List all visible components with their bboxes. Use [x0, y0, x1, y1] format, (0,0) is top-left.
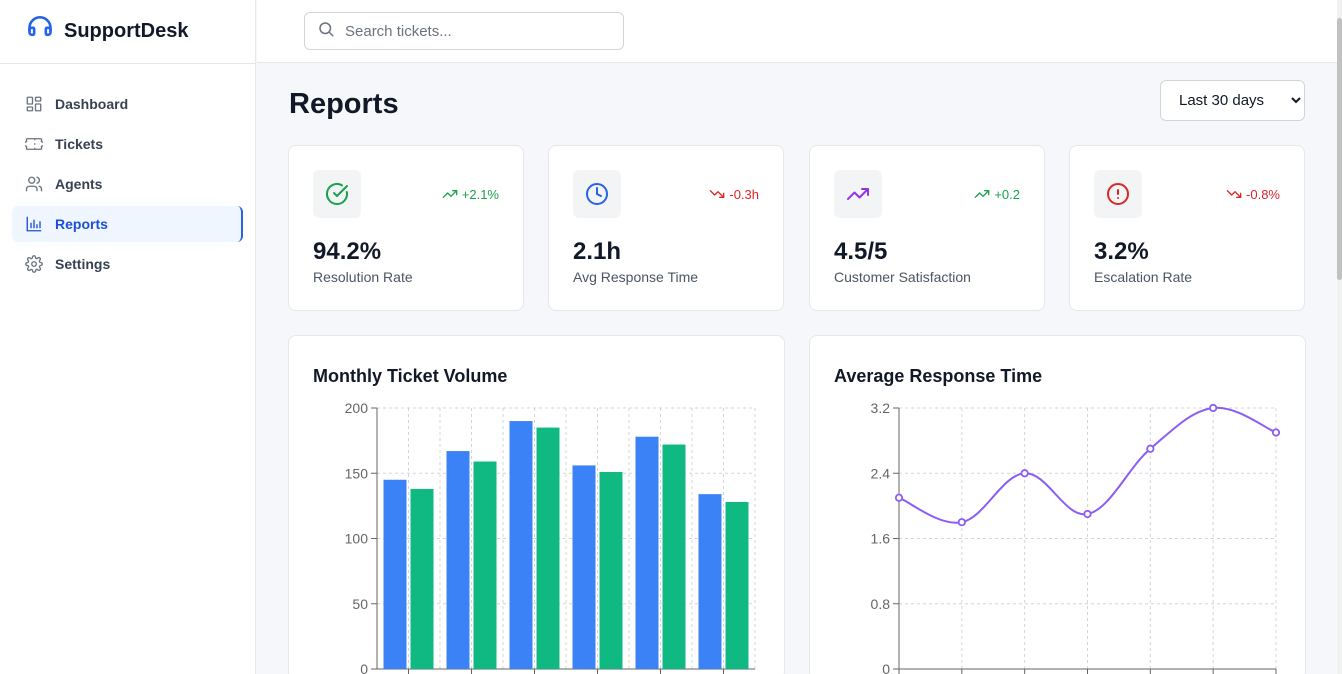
- grid-icon: [24, 94, 44, 114]
- y-tick-label: 0: [360, 661, 368, 674]
- bar: [698, 494, 722, 669]
- search-icon: [317, 20, 335, 43]
- bar: [509, 421, 533, 669]
- trending-down-icon: [1226, 190, 1242, 198]
- sidebar-item-label: Settings: [55, 256, 111, 272]
- sidebar-item-agents[interactable]: Agents: [12, 166, 243, 202]
- ticket-icon: [24, 134, 44, 154]
- chart-title: Average Response Time: [834, 366, 1043, 386]
- bar: [725, 501, 749, 669]
- y-tick-label: 0: [882, 661, 890, 674]
- data-point: [1146, 444, 1155, 453]
- stat-trend: +0.2: [974, 186, 1020, 202]
- y-tick-label: 0.8: [871, 596, 891, 612]
- y-tick-label: 50: [352, 596, 368, 612]
- stat-card-avg-response-time: -0.3h 2.1h Avg Response Time: [548, 145, 784, 311]
- sidebar-item-dashboard[interactable]: Dashboard: [12, 86, 243, 122]
- main-content: Reports Last 30 days +2.1% 94.2% Resolut…: [257, 64, 1337, 674]
- trending-down-icon: [710, 190, 725, 198]
- y-tick-label: 100: [345, 531, 369, 547]
- line-chart: 0 0.8 1.6 2.4 3.2: [871, 400, 1281, 674]
- scrollbar[interactable]: [1337, 0, 1342, 674]
- brand[interactable]: SupportDesk: [0, 0, 255, 64]
- clock-icon: [573, 170, 621, 218]
- trending-up-icon: [442, 190, 458, 198]
- y-tick-label: 2.4: [871, 465, 891, 481]
- sidebar: SupportDesk Dashboard Tickets Agents Rep…: [0, 0, 256, 674]
- bar: [536, 427, 560, 669]
- stat-label: Escalation Rate: [1094, 269, 1193, 285]
- stat-value: 2.1h: [573, 238, 622, 265]
- stat-trend-value: +2.1%: [461, 186, 499, 202]
- bar: [572, 465, 596, 669]
- gear-icon: [24, 254, 44, 274]
- check-circle-icon: [313, 170, 361, 218]
- sidebar-item-reports[interactable]: Reports: [12, 206, 243, 242]
- stat-trend-value: -0.8%: [1246, 186, 1280, 202]
- bar: [473, 461, 497, 669]
- stat-trend: -0.8%: [1226, 186, 1280, 202]
- y-tick-label: 150: [345, 465, 369, 481]
- bar: [662, 444, 686, 669]
- data-point: [1020, 469, 1029, 478]
- y-tick-label: 200: [345, 400, 369, 416]
- sidebar-item-label: Dashboard: [55, 96, 129, 112]
- bar: [410, 488, 434, 669]
- sidebar-item-settings[interactable]: Settings: [12, 246, 243, 282]
- date-range-select[interactable]: Last 30 days: [1160, 80, 1305, 121]
- y-tick-label: 3.2: [871, 400, 891, 416]
- users-icon: [24, 174, 44, 194]
- bar: [383, 479, 407, 669]
- headset-icon: [26, 15, 54, 48]
- topbar: [257, 0, 1342, 63]
- bar-chart-icon: [24, 214, 44, 234]
- scrollbar-thumb[interactable]: [1337, 18, 1342, 280]
- alert-circle-icon: [1094, 170, 1142, 218]
- stat-card-escalation-rate: -0.8% 3.2% Escalation Rate: [1069, 145, 1305, 311]
- stat-trend: -0.3h: [709, 186, 759, 202]
- sidebar-item-label: Reports: [55, 216, 108, 232]
- search-box[interactable]: [304, 12, 624, 50]
- y-tick-label: 1.6: [871, 531, 891, 547]
- chart-card-monthly-ticket-volume: Monthly Ticket Volume 0 50 100 150 200: [288, 335, 785, 674]
- data-point: [1209, 403, 1218, 413]
- bar: [635, 436, 659, 669]
- stat-value: 3.2%: [1094, 238, 1149, 265]
- stat-card-resolution-rate: +2.1% 94.2% Resolution Rate: [288, 145, 524, 311]
- data-point: [1083, 509, 1092, 519]
- stat-value: 94.2%: [313, 238, 382, 265]
- bar: [599, 471, 623, 669]
- stat-label: Customer Satisfaction: [834, 269, 971, 285]
- sidebar-item-label: Tickets: [55, 136, 103, 152]
- trending-up-icon: [834, 170, 882, 218]
- stat-card-customer-satisfaction: +0.2 4.5/5 Customer Satisfaction: [809, 145, 1045, 311]
- stat-trend-value: +0.2: [994, 186, 1020, 202]
- search-input[interactable]: [345, 22, 615, 40]
- page-title: Reports: [289, 88, 399, 120]
- data-point: [1271, 428, 1281, 437]
- bar: [446, 451, 470, 669]
- brand-name: SupportDesk: [64, 20, 189, 42]
- stat-value: 4.5/5: [834, 238, 888, 265]
- trending-up-icon: [974, 190, 990, 198]
- stat-trend-value: -0.3h: [729, 186, 759, 202]
- stat-trend: +2.1%: [442, 186, 499, 202]
- data-point: [894, 493, 904, 502]
- sidebar-item-label: Agents: [55, 176, 103, 192]
- sidebar-item-tickets[interactable]: Tickets: [12, 126, 243, 162]
- stat-label: Avg Response Time: [573, 269, 699, 285]
- chart-card-average-response-time: Average Response Time 0 0.8 1.6 2.4 3.2: [809, 335, 1306, 674]
- data-point: [957, 518, 966, 527]
- bar-chart: 0 50 100 150 200: [345, 400, 756, 674]
- sidebar-nav: Dashboard Tickets Agents Reports Setting…: [0, 64, 255, 282]
- stat-label: Resolution Rate: [313, 269, 413, 285]
- chart-title: Monthly Ticket Volume: [313, 366, 508, 386]
